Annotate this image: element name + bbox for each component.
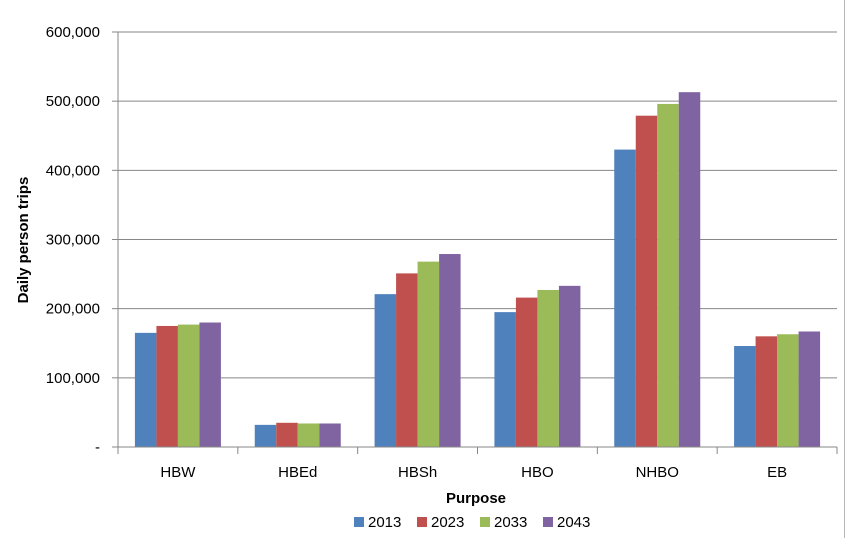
bar-nhbo-2013	[614, 149, 636, 448]
legend-swatch-2023	[417, 517, 427, 527]
x-axis-title: Purpose	[446, 490, 506, 507]
bar-eb-2013	[734, 346, 756, 447]
y-tick-label: 200,000	[46, 301, 100, 318]
y-tick-label: 100,000	[46, 370, 100, 387]
y-tick-label: -	[95, 439, 100, 456]
bar-hbo-2043	[558, 285, 581, 447]
bar-nhbo-2043	[678, 92, 701, 448]
legend-swatch-2033	[480, 517, 490, 527]
y-tick-label: 500,000	[46, 93, 100, 110]
bar-hbo-2013	[494, 312, 516, 447]
bar-nhbo-2023	[635, 115, 658, 448]
bar-eb-2023	[755, 336, 778, 447]
legend-swatch-2013	[354, 517, 364, 527]
bar-eb-2033	[777, 334, 799, 447]
x-tick-label: HBW	[160, 464, 196, 481]
legend-swatch-2043	[543, 517, 553, 527]
bar-hbw-2043	[199, 322, 221, 447]
bar-hbed-2033	[297, 423, 320, 447]
bar-hbsh-2043	[439, 254, 461, 447]
y-tick-label: 600,000	[46, 24, 100, 41]
x-tick-label: HBSh	[398, 464, 437, 481]
legend-label: 2013	[368, 514, 401, 531]
gridlines	[118, 31, 837, 379]
x-tick-label: HBEd	[278, 464, 317, 481]
bar-hbed-2023	[276, 422, 298, 447]
y-tick-label: 300,000	[46, 232, 100, 249]
legend-label: 2023	[431, 514, 464, 531]
y-tick-label: 400,000	[46, 162, 100, 179]
bar-eb-2043	[798, 331, 821, 447]
x-tick-label: NHBO	[636, 464, 679, 481]
bar-hbed-2043	[319, 423, 341, 447]
x-tick-label: HBO	[521, 464, 554, 481]
legend: 2013 2023 2033 2043	[354, 514, 590, 531]
bar-nhbo-2033	[657, 103, 679, 447]
legend-label: 2043	[557, 514, 590, 531]
bar-hbo-2033	[537, 289, 559, 447]
x-tick-label: EB	[767, 464, 787, 481]
legend-label: 2033	[494, 514, 527, 531]
bar-hbo-2023	[515, 297, 538, 447]
bar-hbsh-2023	[396, 273, 418, 447]
bar-hbed-2013	[254, 424, 277, 447]
bar-hbw-2023	[156, 325, 178, 447]
bar-hbw-2013	[134, 332, 157, 447]
axes: - 100,000 200,000 300,000 400,000 500,000 600,…	[46, 24, 838, 481]
bar-hbw-2033	[177, 324, 200, 447]
bars	[134, 92, 821, 448]
bar-hbsh-2013	[374, 294, 397, 447]
y-axis-title: Daily person trips	[15, 177, 32, 304]
bar-hbsh-2033	[417, 261, 440, 447]
